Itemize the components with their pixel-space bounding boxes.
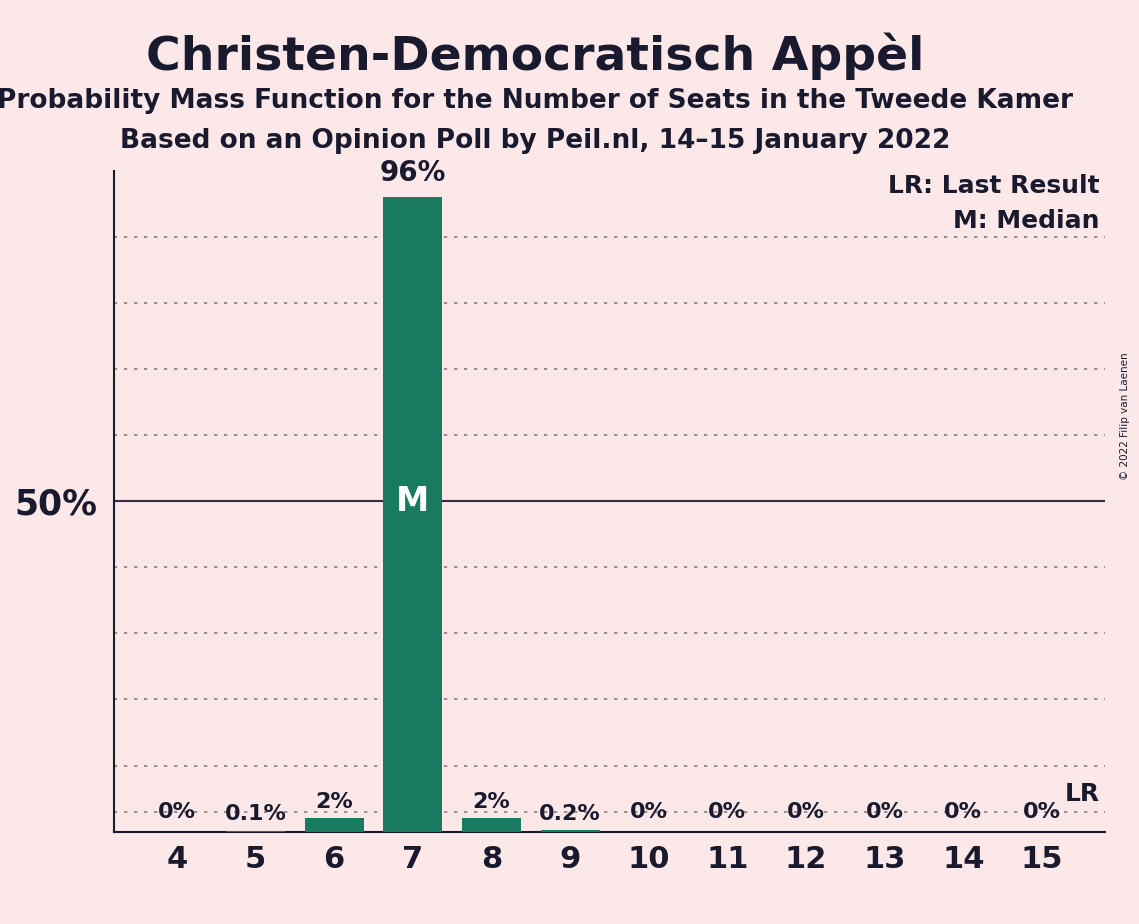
Text: © 2022 Filip van Laenen: © 2022 Filip van Laenen <box>1121 352 1130 480</box>
Text: 2%: 2% <box>316 792 353 812</box>
Bar <box>541 831 599 832</box>
Text: 0%: 0% <box>944 802 982 821</box>
Bar <box>462 819 521 832</box>
Text: 2%: 2% <box>473 792 510 812</box>
Text: Christen-Democratisch Appèl: Christen-Democratisch Appèl <box>146 32 925 79</box>
Text: 0%: 0% <box>630 802 667 821</box>
Text: 0.1%: 0.1% <box>224 804 286 824</box>
Bar <box>383 198 442 832</box>
Text: 0%: 0% <box>158 802 196 821</box>
Text: 0.2%: 0.2% <box>539 804 601 823</box>
Text: M: M <box>396 485 429 517</box>
Text: LR: LR <box>1065 782 1100 806</box>
Text: Based on an Opinion Poll by Peil.nl, 14–15 January 2022: Based on an Opinion Poll by Peil.nl, 14–… <box>120 128 951 153</box>
Text: 0%: 0% <box>1023 802 1060 821</box>
Text: 96%: 96% <box>379 160 446 188</box>
Text: M: Median: M: Median <box>953 209 1100 233</box>
Text: 0%: 0% <box>708 802 746 821</box>
Text: 0%: 0% <box>866 802 903 821</box>
Text: LR: Last Result: LR: Last Result <box>888 175 1100 199</box>
Text: 0%: 0% <box>787 802 825 821</box>
Text: Probability Mass Function for the Number of Seats in the Tweede Kamer: Probability Mass Function for the Number… <box>0 88 1073 114</box>
Bar <box>304 819 363 832</box>
